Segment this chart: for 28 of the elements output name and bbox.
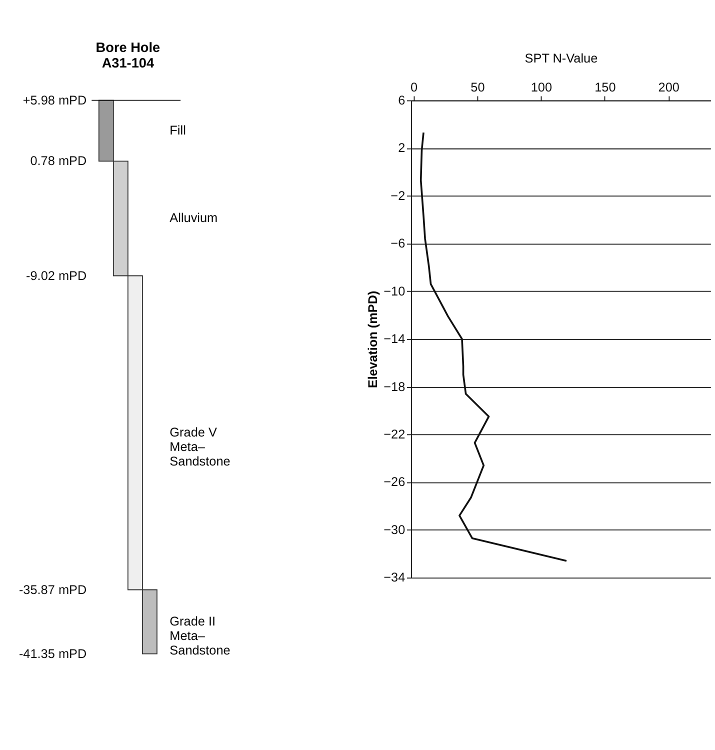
y-tick-label: 2 <box>398 141 406 156</box>
text: Fill <box>170 123 186 138</box>
x-axis-title: SPT N-Value <box>524 52 598 66</box>
x-tick-label: 200 <box>658 80 680 95</box>
y-tick-label: −34 <box>384 570 406 585</box>
y-tick-label: 6 <box>398 93 406 108</box>
y-tick-label: −10 <box>384 284 406 298</box>
text: Alluvium <box>170 211 218 226</box>
y-tick-label: −14 <box>384 332 406 346</box>
y-tick-label: −30 <box>384 522 406 537</box>
y-tick-label: -35.87 mPD <box>18 582 87 597</box>
y-axis-title: Elevation (mPD) <box>366 290 380 388</box>
y-tick-label: 0.78 mPD <box>30 154 87 168</box>
y-tick-label: -9.02 mPD <box>26 268 87 283</box>
x-tick-label: 150 <box>594 80 616 95</box>
x-tick-label: 100 <box>530 80 552 95</box>
y-tick-label: −22 <box>384 428 406 442</box>
y-tick-label: −2 <box>390 188 406 203</box>
chart-title: Bore Hole A31-104 <box>96 40 161 71</box>
text: Grade V Meta– Sandstone <box>170 425 230 468</box>
y-tick-label: −26 <box>384 475 406 490</box>
x-tick-label: 0 <box>410 80 418 95</box>
y-tick-label: −18 <box>384 380 406 394</box>
y-tick-label: -41.35 mPD <box>18 646 87 661</box>
text: Grade II Meta– Sandstone <box>170 614 230 658</box>
x-tick-label: 50 <box>470 80 485 95</box>
y-tick-label: +5.98 mPD <box>22 93 87 108</box>
y-tick-label: −6 <box>390 236 406 251</box>
